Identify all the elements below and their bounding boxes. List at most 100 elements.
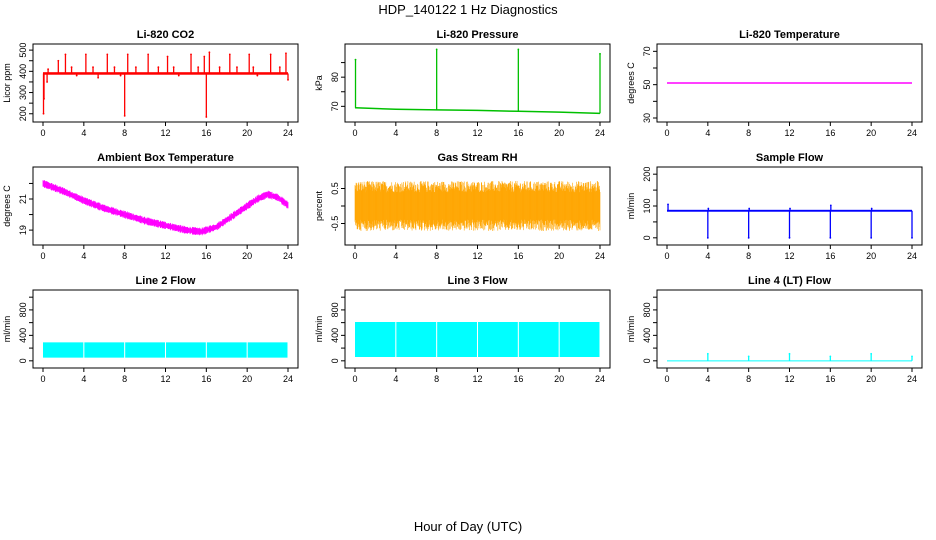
spike-point (829, 204, 832, 207)
spike-point (269, 53, 272, 56)
spike-point (667, 203, 669, 206)
y-tick-label: 400 (18, 64, 28, 79)
x-tick-label: 8 (746, 374, 751, 384)
x-tick-label: 8 (434, 374, 439, 384)
plot-frame (32, 166, 299, 246)
flow-band (206, 342, 247, 358)
spike-point (285, 52, 287, 55)
y-tick-label: 0 (330, 358, 340, 363)
panel-ylabel: degrees C (2, 185, 12, 227)
spike-point (256, 74, 259, 77)
x-tick-label: 8 (746, 251, 751, 261)
x-tick-label: 0 (352, 128, 357, 138)
spike-point (113, 66, 116, 68)
y-tick-label: 21 (18, 194, 28, 204)
spike-point (166, 55, 169, 58)
spike-point (172, 66, 175, 68)
x-tick-label: 16 (201, 251, 211, 261)
x-tick-label: 0 (664, 128, 669, 138)
spike-point (203, 55, 206, 58)
trend-line (354, 107, 601, 115)
x-tick-label: 4 (81, 251, 86, 261)
spike-point (517, 48, 520, 51)
y-tick-label: 0 (642, 235, 652, 240)
figure-xlabel: Hour of Day (UTC) (414, 519, 522, 534)
series-6 (667, 203, 913, 239)
panel-title: Li-820 Temperature (739, 29, 840, 41)
panel-1: Li-820 CO2 Licor ppm 0 4 8 12 16 20 24 200 300 400 5… (2, 29, 299, 138)
x-tick-label: 12 (784, 251, 794, 261)
spike-point (354, 58, 357, 61)
x-tick-label: 16 (825, 251, 835, 261)
figure-title: HDP_140122 1 Hz Diagnostics (378, 2, 558, 17)
panel-ylabel: kPa (314, 75, 324, 91)
spike-point (248, 53, 251, 56)
panel-ylabel: Licor ppm (2, 63, 12, 103)
spike-point (157, 66, 160, 68)
x-tick-label: 4 (705, 374, 710, 384)
panel-ylabel: percent (314, 190, 324, 221)
panel-8: Line 3 Flow ml/min 0 4 8 12 16 20 24 0 400 800 (314, 275, 611, 384)
panel-ylabel: ml/min (314, 316, 324, 343)
panel-title: Gas Stream RH (437, 152, 517, 164)
x-tick-label: 12 (160, 128, 170, 138)
x-tick-label: 4 (705, 128, 710, 138)
x-tick-label: 24 (907, 374, 917, 384)
spike-point (57, 59, 60, 62)
spike-point (789, 207, 791, 210)
spike-point (177, 74, 180, 77)
panel-title: Li-820 Pressure (437, 29, 519, 41)
spike-point (236, 66, 238, 68)
spike-point (47, 68, 50, 71)
flow-band (396, 322, 437, 357)
x-tick-label: 20 (866, 128, 876, 138)
spike-point (435, 48, 438, 51)
flow-band (518, 322, 559, 357)
series-8 (355, 322, 600, 357)
spike-point (147, 53, 150, 56)
panel-title: Ambient Box Temperature (97, 152, 234, 164)
x-tick-label: 8 (122, 128, 127, 138)
series-9 (667, 352, 913, 362)
y-tick-label: 0.5 (330, 182, 340, 195)
x-tick-label: 16 (201, 128, 211, 138)
x-tick-label: 24 (595, 128, 605, 138)
x-tick-label: 8 (434, 251, 439, 261)
panel-ylabel: ml/min (626, 316, 636, 343)
spike-point (46, 81, 48, 83)
y-tick-label: 70 (642, 46, 652, 56)
panel-5: Gas Stream RH percent 0 4 8 12 16 20 24 -0.5 0.5 (314, 152, 611, 261)
panel-6: Sample Flow ml/min 0 4 8 12 16 20 24 0 100 200 (626, 152, 923, 261)
spike-point (228, 53, 231, 56)
spike-point (64, 53, 67, 56)
spike-point (126, 53, 129, 56)
x-tick-label: 4 (81, 374, 86, 384)
flow-band (166, 342, 206, 358)
spike-point (706, 236, 709, 239)
flow-band (478, 322, 518, 357)
y-tick-label: 400 (18, 328, 28, 343)
flow-band (247, 342, 288, 358)
y-tick-label: 400 (330, 328, 340, 343)
x-tick-label: 16 (825, 128, 835, 138)
panel-ylabel: ml/min (2, 316, 12, 343)
x-tick-label: 16 (513, 128, 523, 138)
spike-point (278, 66, 281, 68)
series-5 (354, 180, 601, 232)
x-tick-label: 12 (472, 128, 482, 138)
x-tick-label: 8 (746, 128, 751, 138)
flow-band (125, 342, 165, 358)
panel-title: Sample Flow (756, 152, 824, 164)
y-tick-label: 300 (18, 85, 28, 100)
spike-point (84, 53, 87, 56)
panel-ylabel: degrees C (626, 62, 636, 104)
spike-point (788, 352, 791, 355)
y-tick-label: 50 (642, 80, 652, 90)
panel-title: Line 3 Flow (448, 275, 508, 287)
spike-point (119, 74, 122, 77)
y-tick-label: 0 (642, 358, 652, 363)
spike-point (190, 53, 192, 56)
baseline-band (43, 72, 288, 75)
spike-point (70, 66, 73, 68)
x-tick-label: 24 (283, 251, 293, 261)
